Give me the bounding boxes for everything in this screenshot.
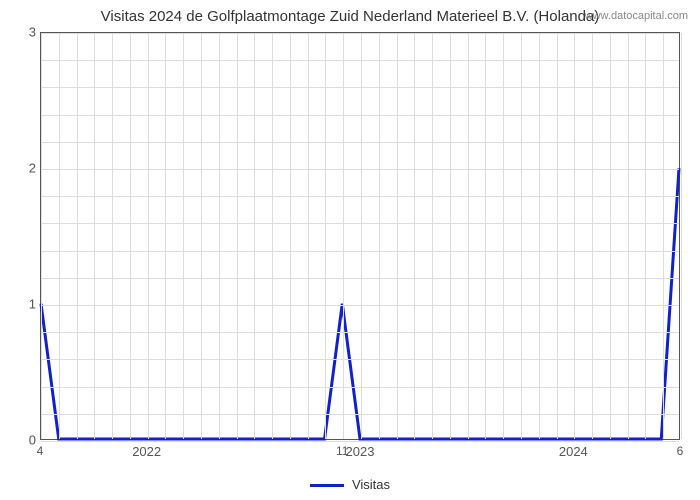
gridline-v	[148, 33, 149, 439]
gridline-h	[41, 87, 679, 88]
legend: Visitas	[0, 477, 700, 492]
gridline-v	[308, 33, 309, 439]
gridline-v	[379, 33, 380, 439]
gridline-h	[41, 414, 679, 415]
gridline-v	[592, 33, 593, 439]
point-label: 4	[37, 444, 44, 458]
gridline-v	[397, 33, 398, 439]
gridline-v	[574, 33, 575, 439]
gridline-v	[645, 33, 646, 439]
gridline-v	[41, 33, 42, 439]
gridline-h	[41, 278, 679, 279]
watermark: www.datocapital.com	[585, 10, 688, 22]
gridline-v	[539, 33, 540, 439]
gridline-v	[628, 33, 629, 439]
gridline-v	[183, 33, 184, 439]
gridline-v	[485, 33, 486, 439]
plot-area	[40, 32, 680, 440]
gridline-v	[557, 33, 558, 439]
gridline-v	[663, 33, 664, 439]
gridline-h	[41, 441, 679, 442]
gridline-v	[343, 33, 344, 439]
gridline-v	[59, 33, 60, 439]
gridline-h	[41, 387, 679, 388]
gridline-v	[361, 33, 362, 439]
gridline-h	[41, 359, 679, 360]
gridline-v	[201, 33, 202, 439]
gridline-h	[41, 223, 679, 224]
gridline-v	[94, 33, 95, 439]
legend-label: Visitas	[352, 477, 390, 492]
gridline-v	[468, 33, 469, 439]
gridline-v	[432, 33, 433, 439]
gridline-v	[414, 33, 415, 439]
gridline-v	[681, 33, 682, 439]
x-tick-label: 2024	[559, 444, 588, 459]
point-label: 11	[336, 444, 348, 458]
gridline-h	[41, 332, 679, 333]
y-tick-label: 1	[20, 297, 36, 312]
gridline-h	[41, 33, 679, 34]
gridline-h	[41, 60, 679, 61]
gridline-v	[503, 33, 504, 439]
line-series	[41, 33, 679, 439]
gridline-v	[272, 33, 273, 439]
gridline-v	[219, 33, 220, 439]
gridline-h	[41, 115, 679, 116]
gridline-h	[41, 251, 679, 252]
gridline-v	[290, 33, 291, 439]
gridline-h	[41, 196, 679, 197]
gridline-h	[41, 169, 679, 170]
gridline-v	[450, 33, 451, 439]
gridline-v	[254, 33, 255, 439]
gridline-v	[130, 33, 131, 439]
legend-swatch	[310, 484, 344, 487]
gridline-v	[112, 33, 113, 439]
y-tick-label: 0	[20, 433, 36, 448]
gridline-v	[77, 33, 78, 439]
gridline-v	[237, 33, 238, 439]
x-tick-label: 2022	[132, 444, 161, 459]
y-tick-label: 2	[20, 161, 36, 176]
gridline-v	[610, 33, 611, 439]
gridline-v	[521, 33, 522, 439]
y-tick-label: 3	[20, 25, 36, 40]
x-tick-label: 2023	[346, 444, 375, 459]
gridline-v	[325, 33, 326, 439]
gridline-h	[41, 305, 679, 306]
point-label: 6	[677, 444, 684, 458]
gridline-h	[41, 142, 679, 143]
gridline-v	[165, 33, 166, 439]
